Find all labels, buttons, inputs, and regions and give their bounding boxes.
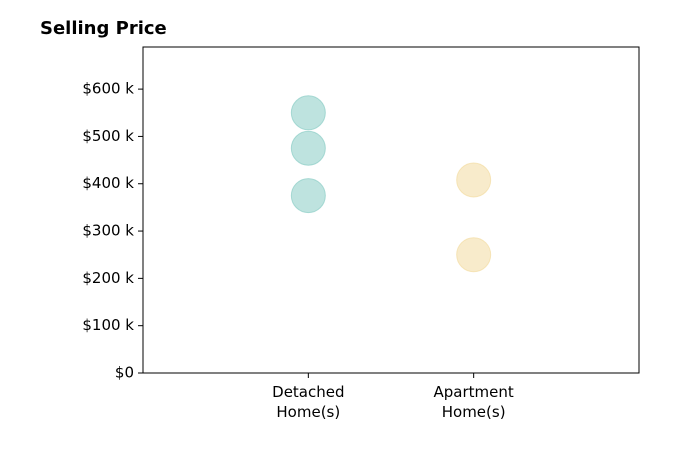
point	[290, 95, 326, 131]
y-tick-label: $600 k	[82, 80, 134, 98]
point	[456, 237, 492, 273]
point	[290, 130, 326, 166]
x-tick-label: Apartment Home(s)	[433, 383, 514, 421]
chart-title: Selling Price	[40, 18, 167, 39]
point	[290, 178, 326, 214]
x-tick-label: Detached Home(s)	[272, 383, 345, 421]
y-tick-label: $100 k	[82, 316, 134, 334]
point	[456, 162, 492, 198]
plot-frame	[142, 46, 640, 374]
y-tick-label: $400 k	[82, 174, 134, 192]
y-tick-label: $0	[115, 364, 134, 382]
y-tick-label: $500 k	[82, 127, 134, 145]
y-tick-label: $200 k	[82, 269, 134, 287]
y-tick-label: $300 k	[82, 222, 134, 240]
